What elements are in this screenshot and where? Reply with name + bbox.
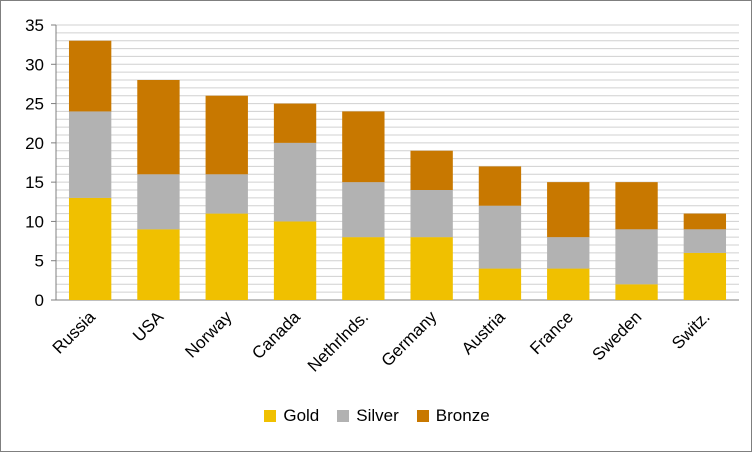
bar-bronze-germany — [410, 150, 453, 190]
y-tick-label: 20 — [25, 134, 44, 153]
bar-gold-usa — [137, 229, 180, 300]
y-tick-label: 25 — [25, 95, 44, 114]
bar-bronze-france — [547, 182, 590, 238]
y-tick-label: 15 — [25, 173, 44, 192]
x-tick-label: Austria — [458, 307, 509, 358]
legend-item-silver: Silver — [337, 406, 399, 426]
legend-item-gold: Gold — [264, 406, 319, 426]
bar-silver-austria — [478, 205, 522, 269]
bar-silver-russia — [68, 111, 112, 198]
x-tick-label: Russia — [49, 307, 100, 358]
bar-bronze-russia — [68, 40, 112, 112]
bar-gold-sweden — [615, 284, 658, 300]
bar-bronze-canada — [273, 103, 317, 143]
bar-silver-switz — [683, 229, 727, 253]
bar-silver-norway — [205, 174, 248, 214]
legend-item-bronze: Bronze — [416, 406, 490, 426]
bar-gold-france — [547, 268, 590, 300]
bar-gold-russia — [68, 197, 112, 300]
bar-bronze-usa — [137, 80, 180, 175]
legend-swatch-gold — [264, 410, 277, 422]
x-tick-label: Germany — [378, 307, 441, 370]
legend-label-gold: Gold — [283, 406, 320, 425]
bar-gold-germany — [410, 237, 453, 300]
x-tick-label: Canada — [248, 307, 304, 363]
y-tick-label: 0 — [35, 291, 44, 310]
y-tick-label: 35 — [25, 16, 44, 35]
x-tick-label: Sweden — [589, 307, 646, 364]
bar-gold-austria — [478, 268, 522, 300]
legend: Gold Silver Bronze — [1, 406, 752, 426]
bar-silver-canada — [273, 142, 317, 222]
bar-gold-norway — [205, 213, 248, 300]
x-tick-label: Nethrlnds. — [304, 307, 372, 375]
bar-bronze-nethrlnds — [342, 111, 385, 183]
x-tick-labels: Russia USA Norway Canada Nethrlnds. Germany Au… — [49, 307, 714, 376]
y-tick-labels: 0 5 10 15 20 25 30 35 — [25, 16, 44, 310]
legend-swatch-silver — [337, 410, 350, 422]
bar-bronze-austria — [478, 166, 522, 206]
bar-bronze-norway — [205, 95, 248, 175]
y-tick-label: 5 — [35, 252, 44, 271]
bars — [68, 40, 727, 300]
bar-gold-switz — [683, 252, 727, 300]
x-tick-label: France — [526, 307, 577, 358]
bar-silver-germany — [410, 190, 453, 238]
x-tick-label: Norway — [181, 307, 236, 362]
stacked-bar-chart: 0 5 10 15 20 25 30 35 Russia USA Norway Canada Neth… — [25, 16, 739, 376]
y-tick-label: 30 — [25, 55, 44, 74]
bar-bronze-sweden — [615, 182, 658, 230]
x-tick-label: Switz. — [668, 307, 713, 352]
bar-bronze-switz — [683, 213, 727, 230]
y-tick-label: 10 — [25, 212, 44, 231]
legend-label-silver: Silver — [356, 406, 399, 425]
bar-gold-nethrlnds — [342, 237, 385, 300]
bar-silver-sweden — [615, 229, 658, 285]
x-tick-label: USA — [129, 307, 168, 346]
bar-silver-nethrlnds — [342, 182, 385, 238]
bar-silver-france — [547, 237, 590, 269]
bar-silver-usa — [137, 174, 180, 230]
legend-swatch-bronze — [416, 410, 429, 422]
bar-gold-canada — [273, 221, 317, 300]
legend-label-bronze: Bronze — [435, 406, 490, 425]
